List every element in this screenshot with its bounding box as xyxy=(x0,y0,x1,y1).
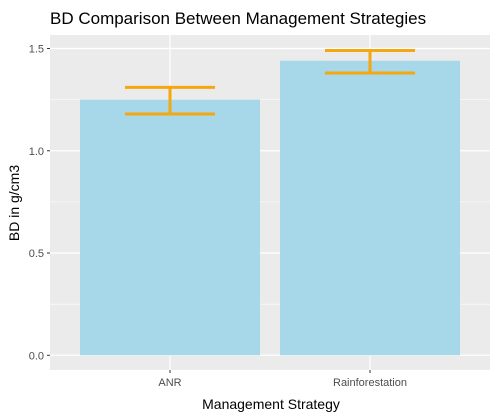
y-tick-label: 1.5 xyxy=(29,43,44,55)
bars-layer xyxy=(80,60,460,356)
error-bar-anr xyxy=(125,85,215,116)
bar-anr xyxy=(80,99,260,356)
error-bar-rainforestation xyxy=(325,49,415,75)
bar-rainforestation xyxy=(280,60,460,356)
x-axis-title: Management Strategy xyxy=(202,396,340,412)
y-tick-label: 0.5 xyxy=(29,248,44,260)
x-axis: ANR Rainforestation xyxy=(158,370,407,389)
x-tick-label: Rainforestation xyxy=(333,377,407,389)
error-bars-layer xyxy=(125,49,415,116)
y-axis: 0.0 0.5 1.0 1.5 xyxy=(29,43,50,362)
x-tick-label: ANR xyxy=(158,377,181,389)
y-tick-label: 1.0 xyxy=(29,146,44,158)
chart-title: BD Comparison Between Management Strateg… xyxy=(50,9,426,28)
y-tick-label: 0.0 xyxy=(29,350,44,362)
y-axis-title: BD in g/cm3 xyxy=(6,165,22,241)
